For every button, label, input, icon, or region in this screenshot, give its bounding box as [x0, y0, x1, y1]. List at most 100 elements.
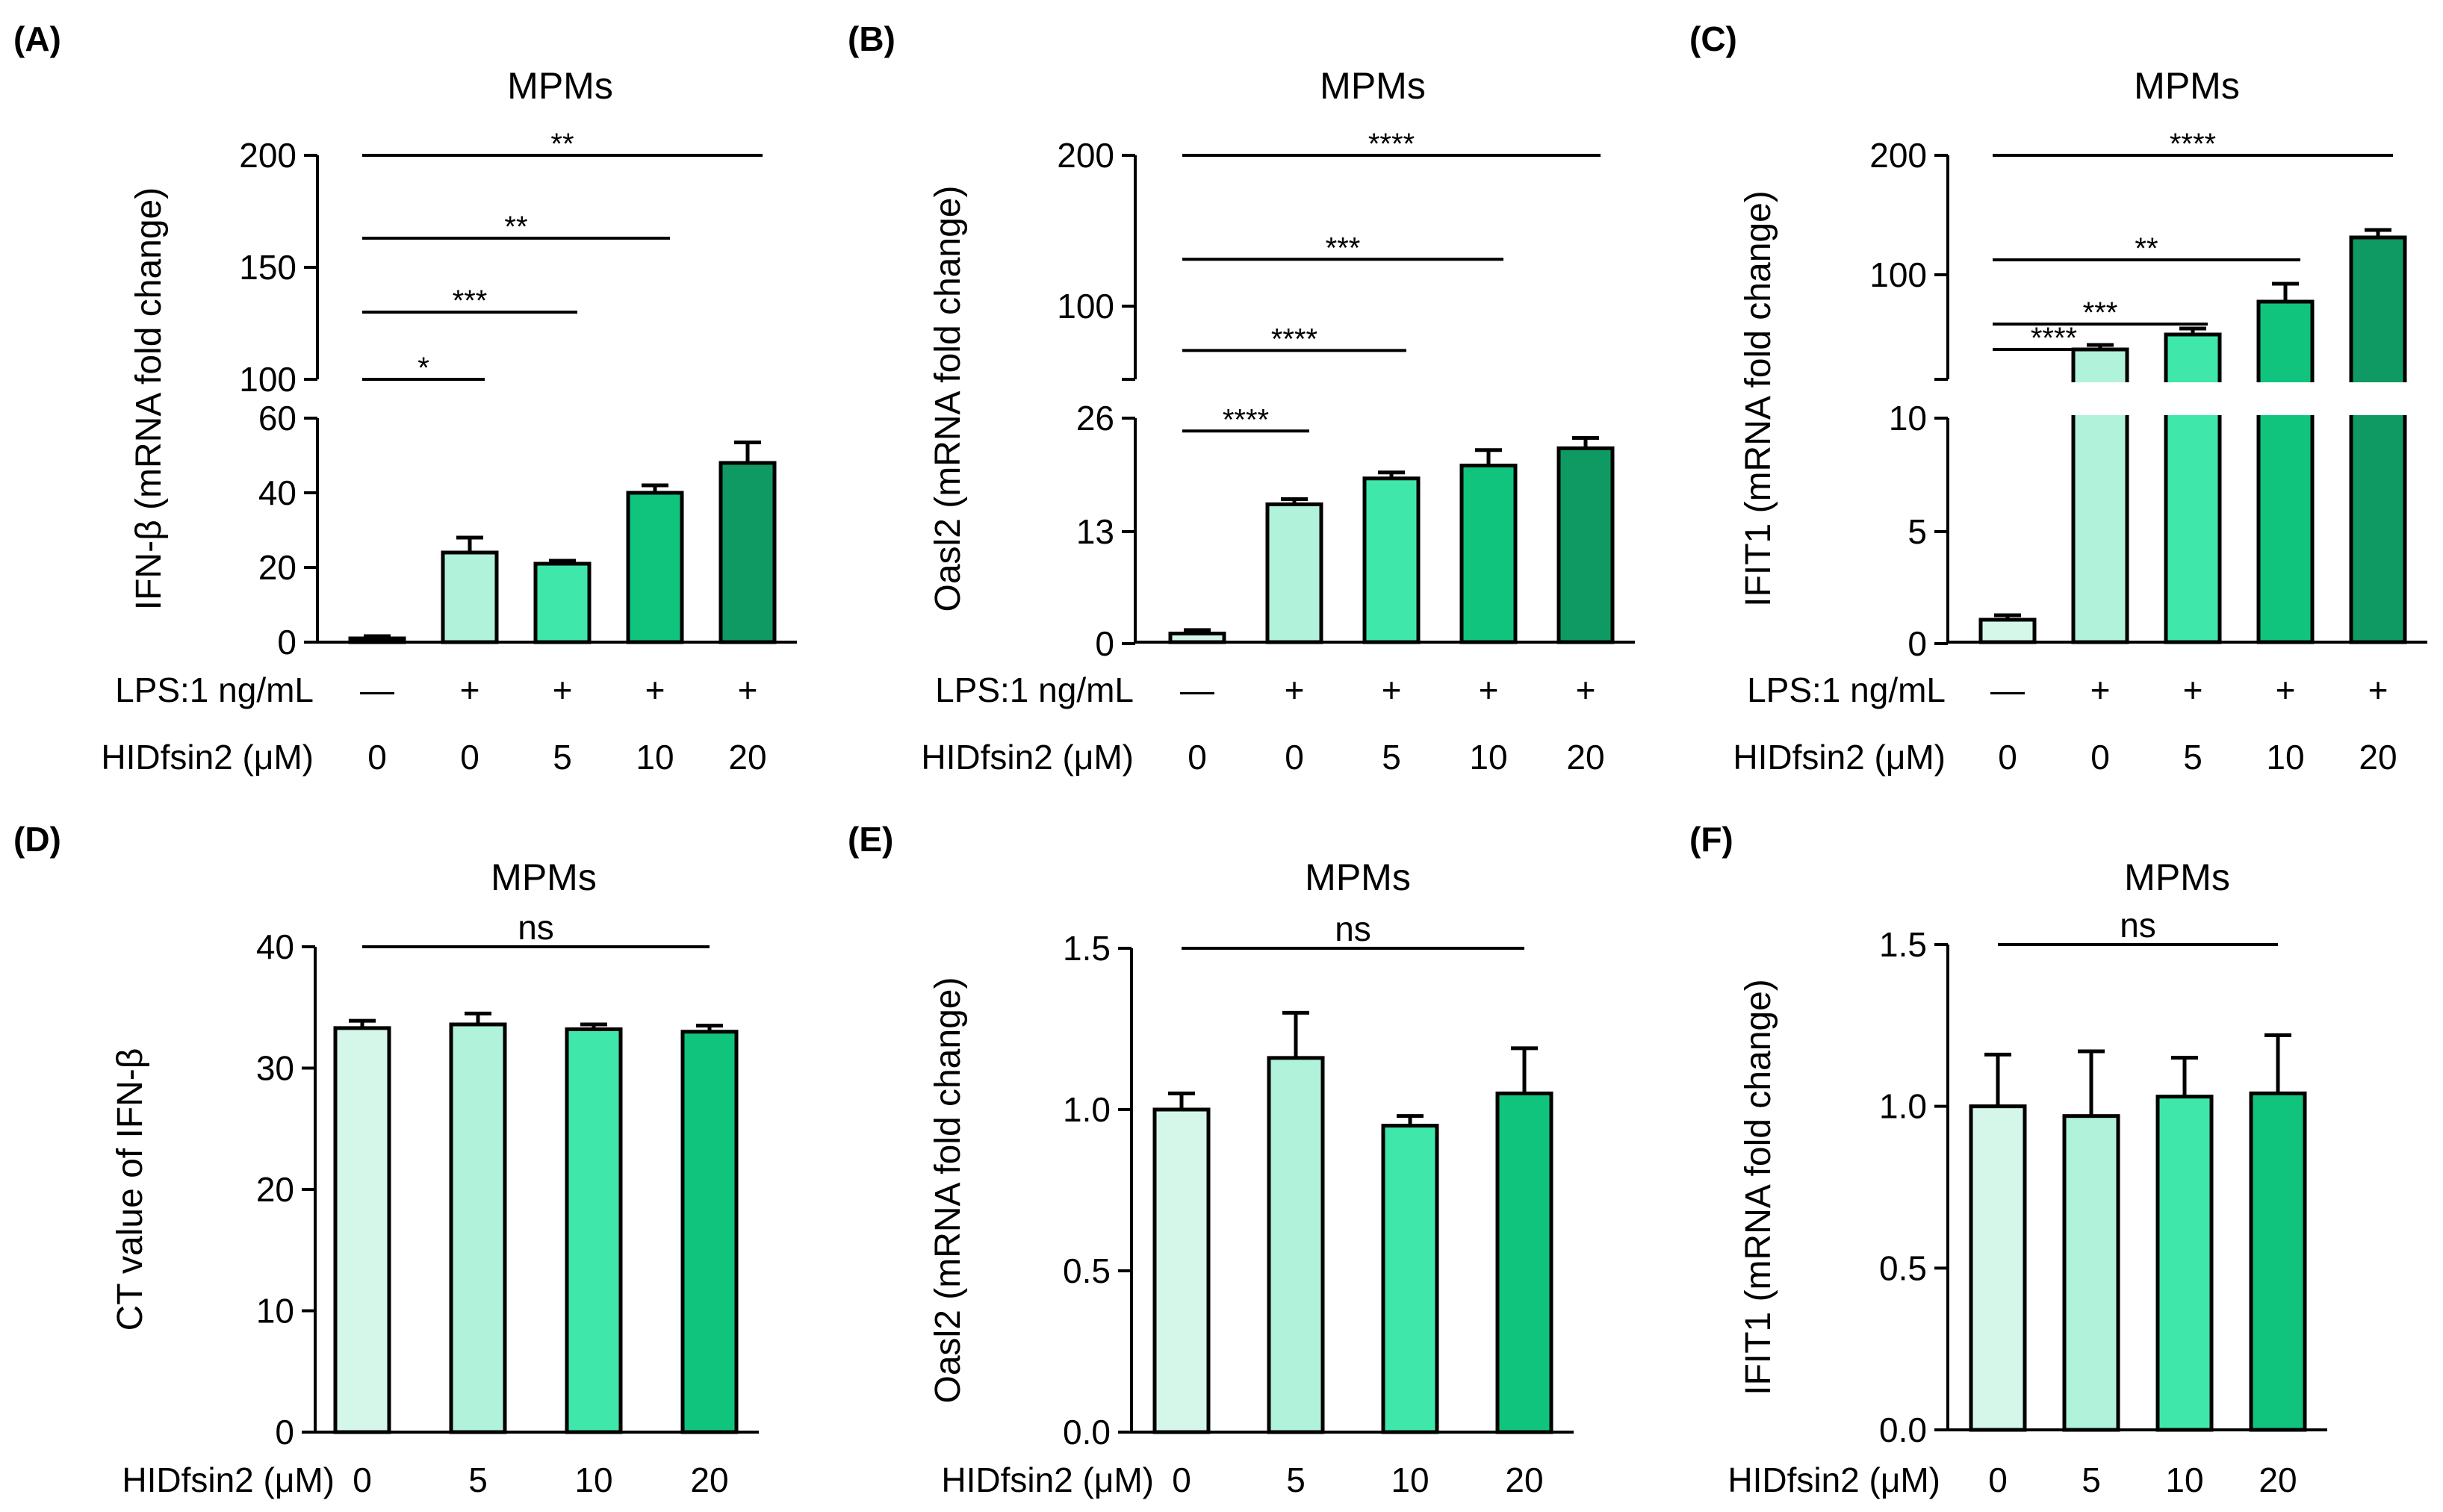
y-axis-label: IFIT1 (mRNA fold change) [1739, 190, 1778, 607]
y-tick-label: 40 [258, 473, 297, 512]
x-tick-label: 20 [1505, 1460, 1543, 1499]
significance-label: ns [2120, 906, 2156, 945]
panel-label: (E) [848, 820, 893, 859]
lps-marker: + [1479, 671, 1499, 709]
x-tick-label: 0 [1998, 738, 2017, 777]
bar [1969, 1104, 2027, 1432]
bar [441, 550, 499, 644]
bar [1978, 617, 2037, 644]
row-label-lps: LPS:1 ng/mL [115, 671, 314, 709]
lps-marker: + [2183, 671, 2203, 709]
axis-break-gap [1946, 382, 2429, 415]
x-tick-label: 20 [1566, 738, 1604, 777]
chart-title: MPMs [491, 856, 597, 898]
bar [1152, 1107, 1211, 1434]
lps-marker: + [2368, 671, 2388, 709]
bar [533, 561, 592, 644]
panel-label: (B) [848, 19, 895, 58]
x-tick-label: 10 [574, 1460, 612, 1499]
x-tick-label: 5 [1382, 738, 1401, 777]
lps-marker: + [2090, 671, 2111, 709]
chart-title: MPMs [1320, 65, 1426, 107]
y-tick-label: 200 [1869, 136, 1927, 175]
y-tick-label: 0.5 [1063, 1251, 1111, 1290]
y-tick-label: 0 [275, 1413, 294, 1452]
chart-title: MPMs [507, 65, 613, 107]
chart-title: MPMs [2124, 856, 2230, 898]
x-tick-label: 10 [1469, 738, 1507, 777]
x-tick-label: 5 [2183, 738, 2203, 777]
row-label-dose: HIDfsin2 (μM) [1733, 738, 1946, 777]
panel-label: (F) [1689, 820, 1733, 859]
y-axis-label: Oasl2 (mRNA fold change) [928, 977, 968, 1404]
y-tick-label: 100 [1057, 287, 1114, 326]
panel-label: (C) [1689, 19, 1737, 58]
row-label-lps: LPS:1 ng/mL [1747, 671, 1946, 709]
bar [1381, 1124, 1439, 1434]
y-tick-label: 1.0 [1063, 1090, 1111, 1129]
y-tick-label: 200 [1057, 136, 1114, 175]
bar [1556, 446, 1615, 644]
lps-marker: — [1990, 671, 2025, 709]
x-tick-label: 10 [636, 738, 674, 777]
y-tick-label: 100 [1869, 255, 1927, 294]
y-tick-label: 30 [256, 1049, 294, 1088]
x-tick-label: 10 [1391, 1460, 1429, 1499]
x-tick-label: 10 [2165, 1460, 2203, 1499]
bar [2349, 235, 2407, 644]
significance-label: *** [2083, 296, 2118, 329]
lps-marker: + [460, 671, 480, 709]
y-tick-label: 0.0 [1063, 1413, 1111, 1452]
significance-label: ** [2135, 232, 2158, 265]
y-tick-label: 150 [239, 248, 297, 287]
bar [1168, 631, 1226, 644]
bar [449, 1022, 507, 1434]
x-tick-label: 20 [690, 1460, 728, 1499]
row-label-dose: HIDfsin2 (μM) [101, 738, 314, 777]
x-tick-label: 5 [1286, 1460, 1306, 1499]
x-tick-label: 0 [2090, 738, 2110, 777]
chart-title: MPMs [2134, 65, 2240, 107]
row-label-dose: HIDfsin2 (μM) [122, 1460, 335, 1499]
y-tick-label: 0 [277, 623, 297, 662]
x-tick-label: 10 [2266, 738, 2304, 777]
y-tick-label: 10 [256, 1292, 294, 1331]
lps-marker: + [2276, 671, 2296, 709]
lps-marker: + [1382, 671, 1402, 709]
x-tick-label: 5 [468, 1460, 488, 1499]
y-tick-label: 0.5 [1879, 1248, 1927, 1287]
y-tick-label: 5 [1907, 512, 1927, 551]
y-tick-label: 200 [239, 136, 297, 175]
bar [565, 1027, 623, 1434]
bar [1267, 1056, 1325, 1434]
y-tick-label: 60 [258, 399, 297, 438]
y-axis-label: Oasl2 (mRNA fold change) [928, 186, 968, 612]
bar [626, 491, 684, 644]
significance-label: *** [1326, 231, 1361, 264]
significance-label: **** [1368, 128, 1415, 161]
significance-label: **** [2031, 322, 2077, 355]
y-tick-label: 0.0 [1879, 1410, 1927, 1449]
y-tick-label: 100 [239, 360, 297, 399]
significance-label: ** [504, 211, 527, 243]
x-tick-label: 20 [2259, 1460, 2297, 1499]
significance-label: * [417, 352, 429, 385]
significance-label: *** [453, 284, 488, 317]
x-tick-label: 0 [367, 738, 387, 777]
x-tick-label: 0 [353, 1460, 372, 1499]
bar [1362, 476, 1421, 644]
row-label-dose: HIDfsin2 (μM) [941, 1460, 1154, 1499]
row-label-lps: LPS:1 ng/mL [935, 671, 1134, 709]
lps-marker: + [553, 671, 573, 709]
significance-label: ns [1335, 909, 1371, 948]
significance-label: ns [518, 908, 554, 947]
x-tick-label: 5 [2082, 1460, 2101, 1499]
significance-label: **** [2170, 128, 2216, 161]
row-label-dose: HIDfsin2 (μM) [921, 738, 1134, 777]
significance-label: **** [1223, 403, 1269, 436]
x-tick-label: 5 [553, 738, 572, 777]
x-tick-label: 0 [1988, 1460, 2008, 1499]
significance-label: ** [550, 128, 574, 161]
bar [2164, 332, 2222, 644]
